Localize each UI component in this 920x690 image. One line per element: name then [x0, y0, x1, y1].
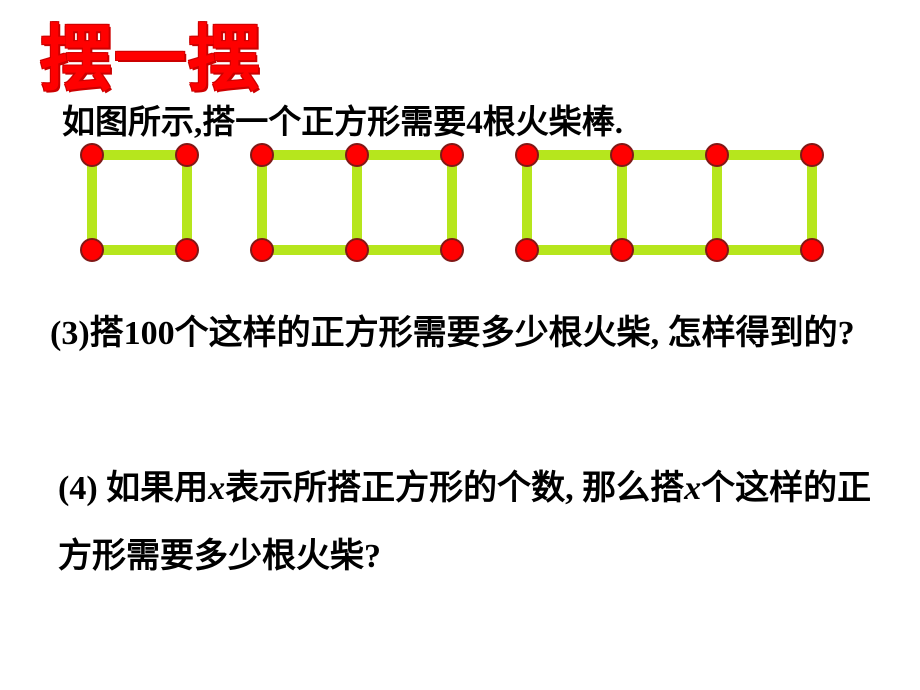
subtitle: 如图所示,搭一个正方形需要4根火柴棒.: [62, 95, 623, 143]
question-4: (4) 如果用x表示所搭正方形的个数, 那么搭x个这样的正方形需要多少根火柴?: [58, 455, 888, 591]
page-title: 摆一摆: [40, 0, 262, 105]
q4-x2: x: [684, 470, 701, 507]
q4-part1: (4) 如果用: [58, 470, 208, 507]
q4-x1: x: [208, 470, 225, 507]
matchstick-diagram: [62, 140, 882, 270]
question-3: (3)搭100个这样的正方形需要多少根火柴, 怎样得到的?: [50, 300, 880, 368]
q4-part2: 表示所搭正方形的个数, 那么搭: [225, 470, 684, 507]
